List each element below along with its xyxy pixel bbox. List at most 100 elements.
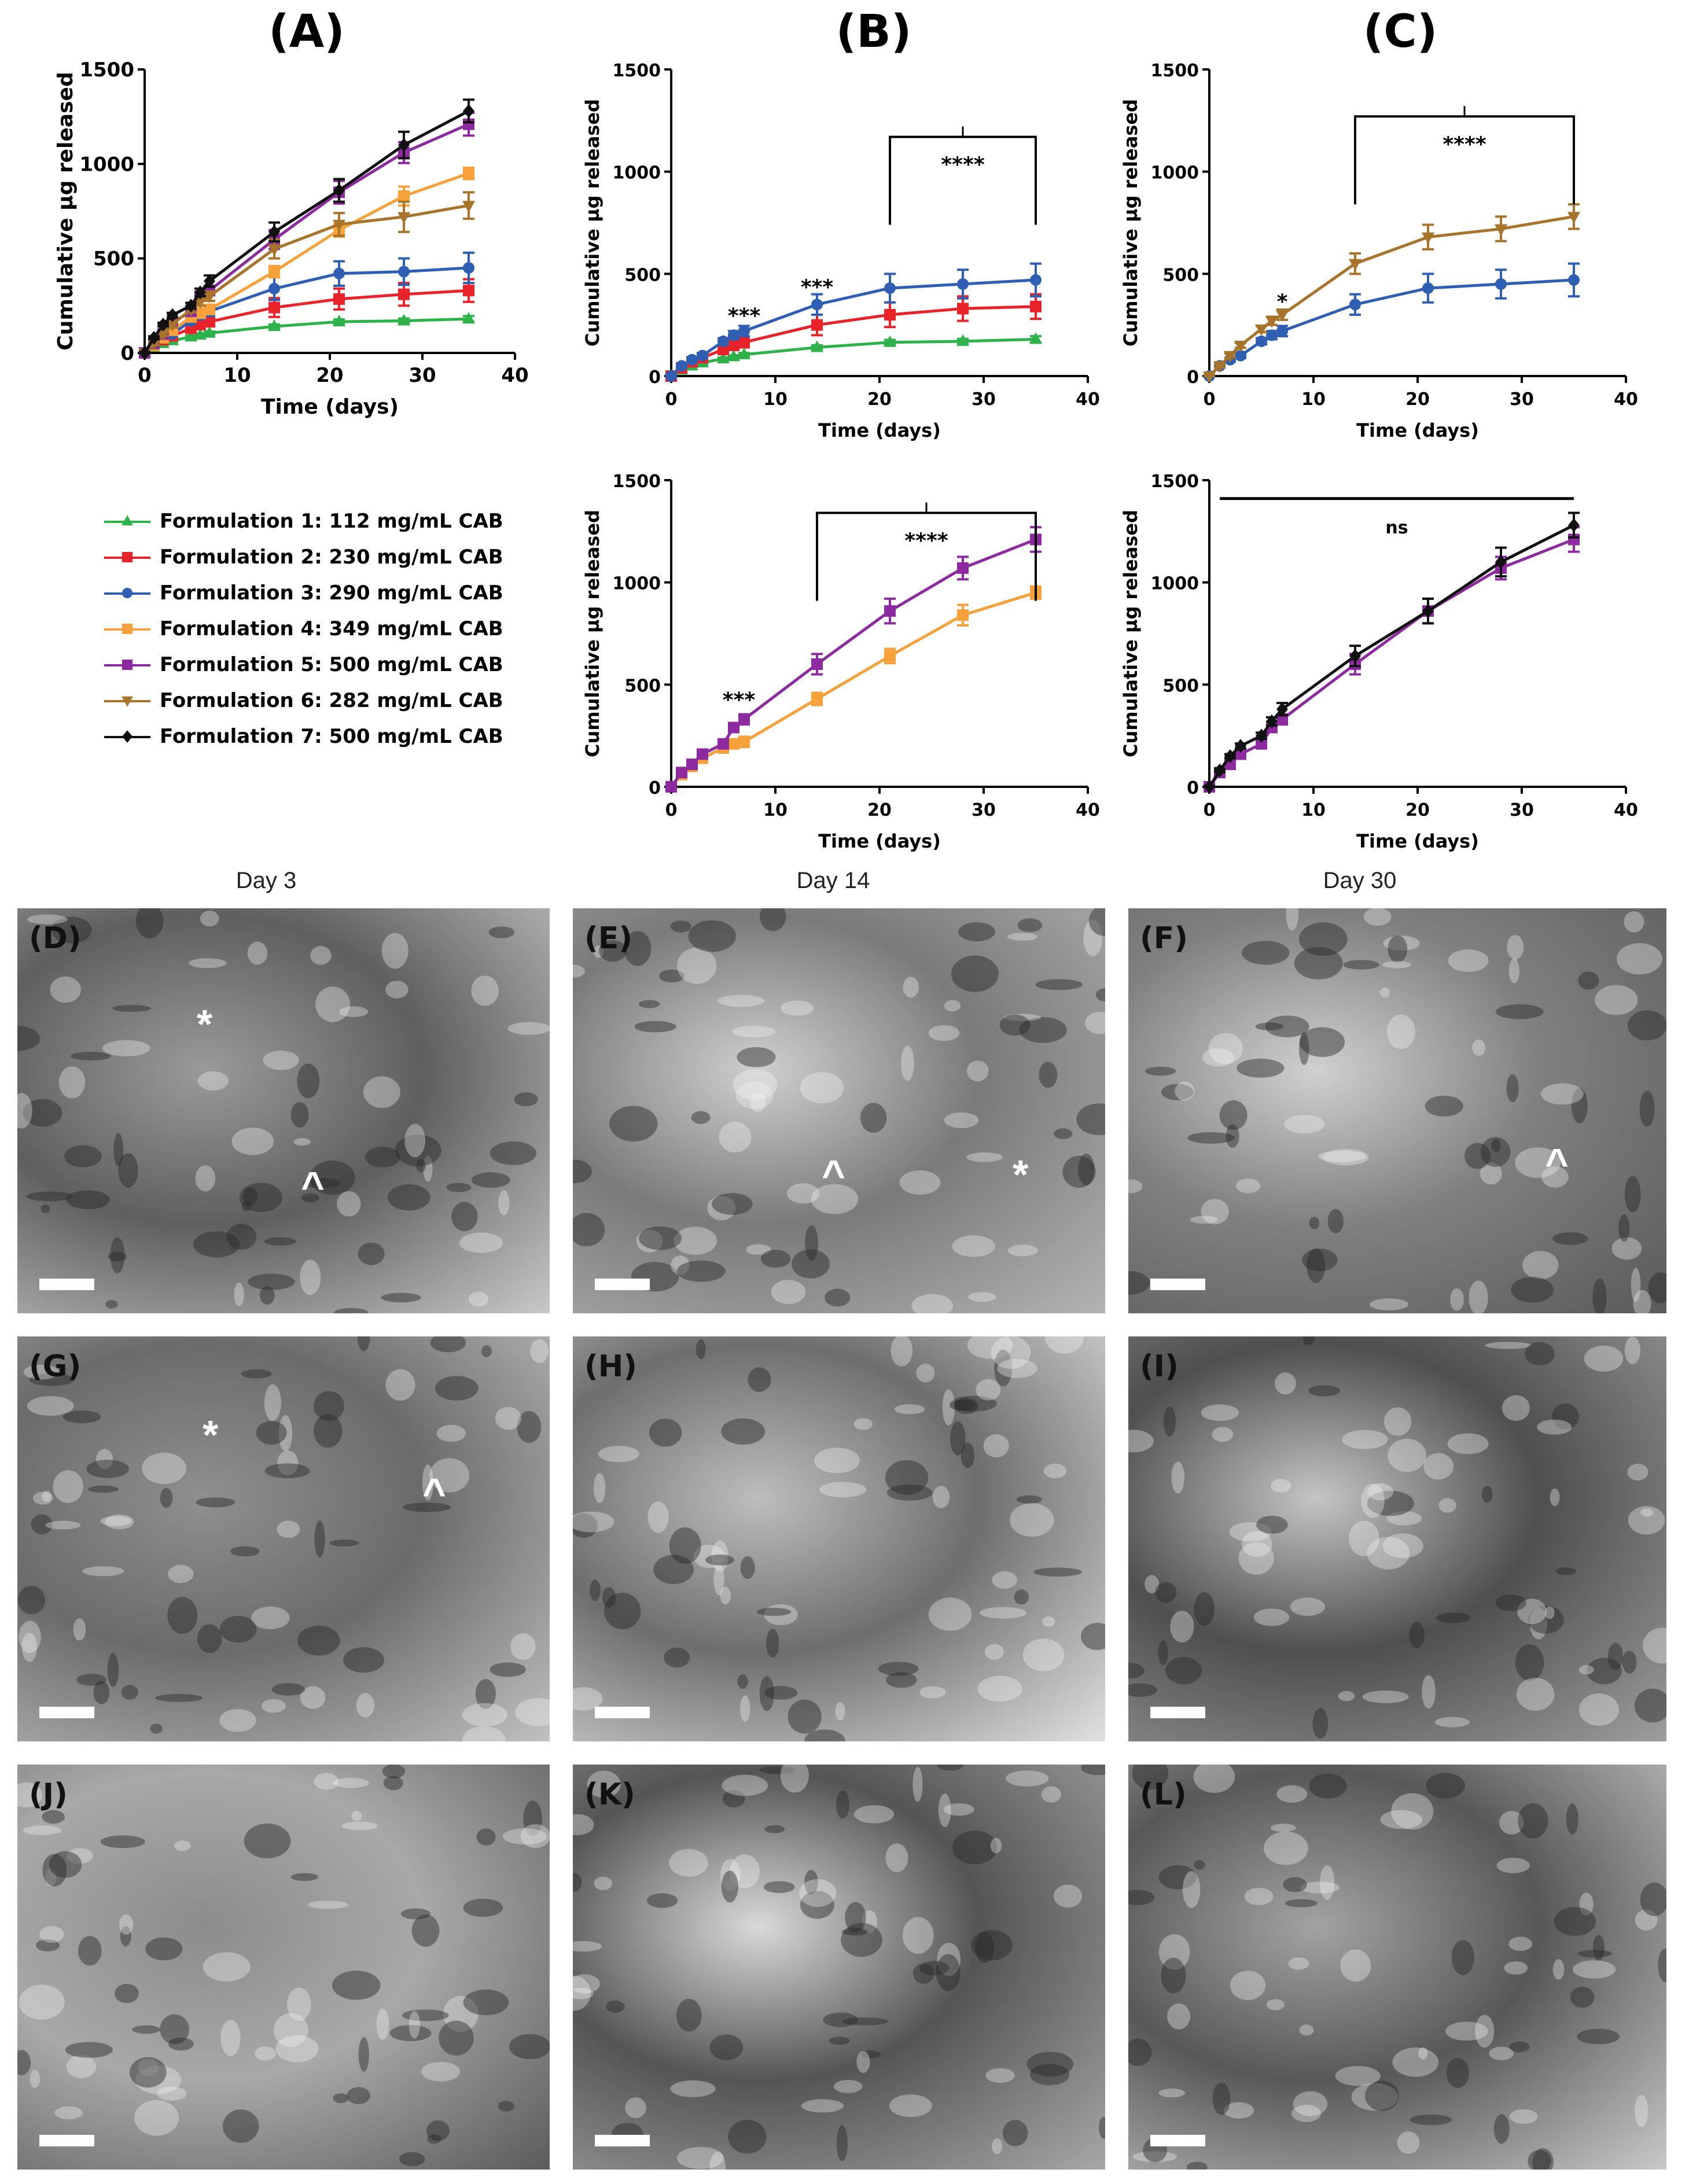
pore bbox=[1035, 979, 1083, 990]
pore bbox=[160, 2014, 189, 2045]
pore bbox=[1508, 1936, 1533, 1951]
pore bbox=[1285, 1899, 1318, 1907]
pore bbox=[1628, 1506, 1665, 1535]
pore bbox=[932, 1486, 950, 1508]
pore bbox=[928, 1597, 972, 1631]
legend-item: Formulation 1: 112 mg/mL CAB bbox=[104, 503, 503, 539]
pore bbox=[1201, 1199, 1229, 1225]
pore bbox=[290, 1102, 309, 1128]
pore bbox=[17, 2050, 31, 2076]
pore bbox=[1283, 1877, 1307, 1892]
pore bbox=[1014, 1589, 1029, 1605]
data-point bbox=[463, 262, 474, 274]
pore bbox=[860, 1103, 887, 1133]
pore bbox=[711, 1540, 728, 1572]
pore bbox=[834, 2079, 863, 2093]
pore bbox=[928, 1025, 960, 1041]
data-point bbox=[462, 201, 475, 213]
pore bbox=[1194, 1592, 1215, 1626]
pore bbox=[1554, 1907, 1596, 1936]
pore bbox=[854, 1805, 895, 1824]
data-point bbox=[738, 325, 750, 337]
pore bbox=[721, 1870, 738, 1903]
pore bbox=[1633, 1290, 1651, 1313]
pore bbox=[129, 2057, 167, 2088]
pore bbox=[1658, 1949, 1666, 1983]
panel-title-a: (A) bbox=[268, 6, 345, 58]
pore bbox=[1481, 1486, 1493, 1503]
pore bbox=[157, 2086, 187, 2101]
y-axis-label: Cumulative µg released bbox=[582, 99, 604, 347]
sem-panel-tag: (D) bbox=[29, 921, 82, 956]
pore bbox=[1509, 2041, 1530, 2053]
pore bbox=[1485, 1342, 1532, 1349]
pore bbox=[943, 1803, 974, 1816]
significance-label: *** bbox=[801, 276, 834, 300]
caret-marker: ^ bbox=[822, 1152, 845, 1197]
data-point bbox=[728, 721, 739, 734]
pore bbox=[975, 1932, 994, 1964]
sem-texture bbox=[573, 1336, 1105, 1741]
pore bbox=[1438, 1498, 1456, 1513]
pore bbox=[771, 1280, 806, 1305]
pore bbox=[712, 1193, 753, 1215]
pore bbox=[1391, 1793, 1434, 1830]
pore bbox=[107, 1653, 119, 1687]
legend: Formulation 1: 112 mg/mL CAB Formulation … bbox=[104, 503, 503, 754]
pore bbox=[823, 2012, 858, 2027]
pore bbox=[1158, 1865, 1197, 1890]
pore bbox=[88, 1485, 119, 1493]
pore bbox=[1158, 1934, 1190, 1970]
pore bbox=[1230, 1971, 1266, 2001]
pore bbox=[277, 1520, 300, 1538]
pore bbox=[297, 1625, 340, 1656]
pore bbox=[23, 1099, 62, 1127]
pore bbox=[1244, 1887, 1274, 1906]
sem-texture bbox=[17, 1765, 550, 2167]
legend-marker-shape bbox=[122, 730, 133, 743]
pore bbox=[1276, 1785, 1307, 1803]
pore bbox=[1320, 1865, 1335, 1900]
pore bbox=[113, 1133, 124, 1166]
pore bbox=[937, 1765, 964, 1771]
pore bbox=[381, 933, 409, 969]
pore bbox=[1502, 1395, 1530, 1421]
data-point bbox=[398, 212, 410, 224]
data-point bbox=[1235, 349, 1246, 362]
pore bbox=[1392, 2047, 1439, 2077]
pore bbox=[26, 1191, 72, 1202]
legend-swatch bbox=[104, 730, 150, 743]
pore bbox=[1504, 1961, 1528, 1975]
pore bbox=[1010, 1503, 1054, 1537]
pore bbox=[1611, 1237, 1642, 1260]
sem-panel-tag: (F) bbox=[1140, 921, 1188, 956]
pore bbox=[1528, 1605, 1564, 1634]
pore bbox=[382, 1765, 406, 1778]
pore bbox=[602, 1587, 616, 1608]
pore bbox=[1201, 1404, 1239, 1421]
pore bbox=[653, 1555, 694, 1585]
pore bbox=[462, 1726, 506, 1741]
pore bbox=[329, 1540, 359, 1547]
pore bbox=[594, 1876, 613, 1891]
pore bbox=[42, 1854, 67, 1887]
pore bbox=[1525, 1342, 1555, 1366]
y-tick-label: 1500 bbox=[1151, 472, 1199, 492]
pore bbox=[356, 1693, 375, 1718]
pore bbox=[1099, 2116, 1105, 2139]
pore bbox=[475, 1679, 496, 1709]
pore bbox=[27, 1396, 74, 1416]
chart-b-bottom: 0 10 20 30 40 0 500 1000 1500 Time (days) Cumulati… bbox=[582, 472, 1100, 852]
pore bbox=[150, 1723, 163, 1734]
pore bbox=[1242, 941, 1290, 965]
pore bbox=[21, 1633, 37, 1662]
pore bbox=[138, 2058, 159, 2076]
pore bbox=[1338, 1691, 1355, 1701]
pore bbox=[1089, 908, 1105, 936]
pore bbox=[422, 1464, 434, 1501]
pore bbox=[990, 1837, 1002, 1854]
y-axis-label: Cumulative µg released bbox=[1120, 99, 1142, 347]
y-tick-label: 1500 bbox=[79, 58, 134, 82]
pore bbox=[693, 1544, 726, 1568]
legend-item: Formulation 4: 349 mg/mL CAB bbox=[104, 611, 503, 647]
